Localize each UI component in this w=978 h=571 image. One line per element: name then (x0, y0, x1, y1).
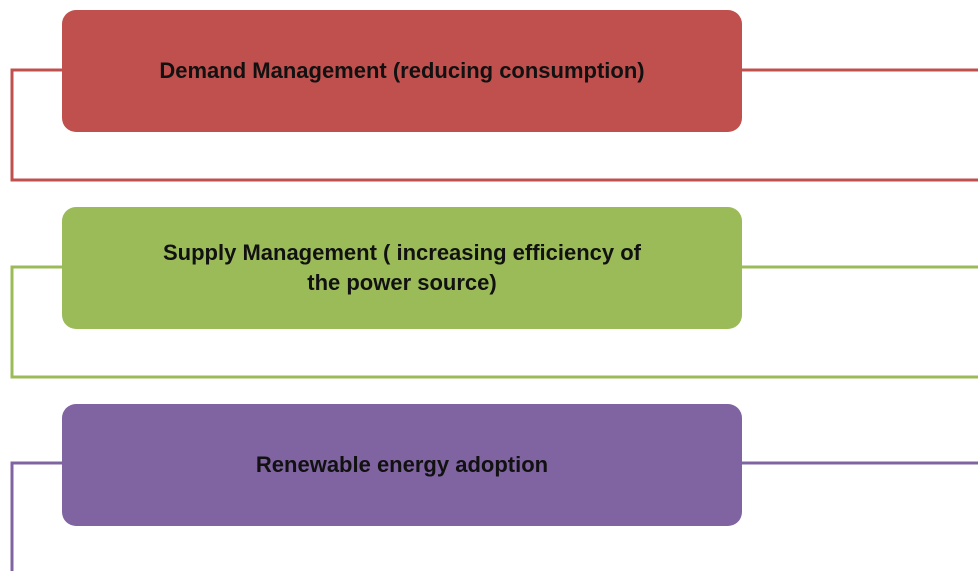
node-label: Supply Management ( increasing efficienc… (163, 240, 641, 295)
node-label: Renewable energy adoption (255, 452, 549, 477)
bracket (10, 265, 978, 379)
node-box: Supply Management ( increasing efficienc… (62, 207, 742, 329)
node-box: Demand Management (reducing consumption) (62, 10, 742, 132)
bracket (10, 461, 62, 571)
node-box: Renewable energy adoption (62, 404, 742, 526)
node-label: Demand Management (reducing consumption) (159, 58, 645, 83)
bracket (10, 68, 978, 182)
